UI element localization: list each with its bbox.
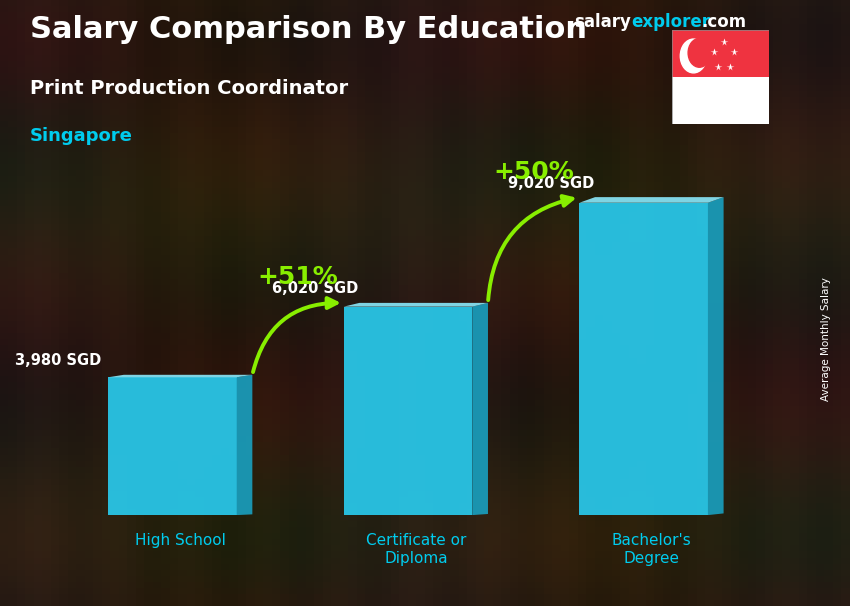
Polygon shape <box>708 197 723 515</box>
Bar <box>343 307 473 515</box>
Bar <box>672 30 769 77</box>
Text: .com: .com <box>701 13 746 32</box>
FancyArrowPatch shape <box>253 298 337 372</box>
Text: +50%: +50% <box>493 159 574 184</box>
Circle shape <box>688 38 711 67</box>
Bar <box>580 203 708 515</box>
Polygon shape <box>343 303 488 307</box>
Text: Singapore: Singapore <box>30 127 133 145</box>
Text: +51%: +51% <box>258 265 338 289</box>
Text: 6,020 SGD: 6,020 SGD <box>272 281 359 296</box>
Text: salary: salary <box>574 13 631 32</box>
Text: Average Monthly Salary: Average Monthly Salary <box>821 278 831 401</box>
Text: Bachelor's
Degree: Bachelor's Degree <box>612 533 691 565</box>
Polygon shape <box>580 197 723 203</box>
Text: High School: High School <box>135 533 225 548</box>
Polygon shape <box>236 375 252 515</box>
Circle shape <box>680 39 706 73</box>
FancyArrowPatch shape <box>488 196 572 300</box>
Text: 3,980 SGD: 3,980 SGD <box>15 353 101 368</box>
Text: explorer: explorer <box>632 13 711 32</box>
Polygon shape <box>108 375 252 378</box>
Text: Salary Comparison By Education: Salary Comparison By Education <box>30 15 586 44</box>
Bar <box>672 77 769 124</box>
Text: Certificate or
Diploma: Certificate or Diploma <box>366 533 466 565</box>
Text: 9,020 SGD: 9,020 SGD <box>508 176 594 190</box>
Text: Print Production Coordinator: Print Production Coordinator <box>30 79 348 98</box>
Bar <box>108 378 236 515</box>
Polygon shape <box>473 303 488 515</box>
